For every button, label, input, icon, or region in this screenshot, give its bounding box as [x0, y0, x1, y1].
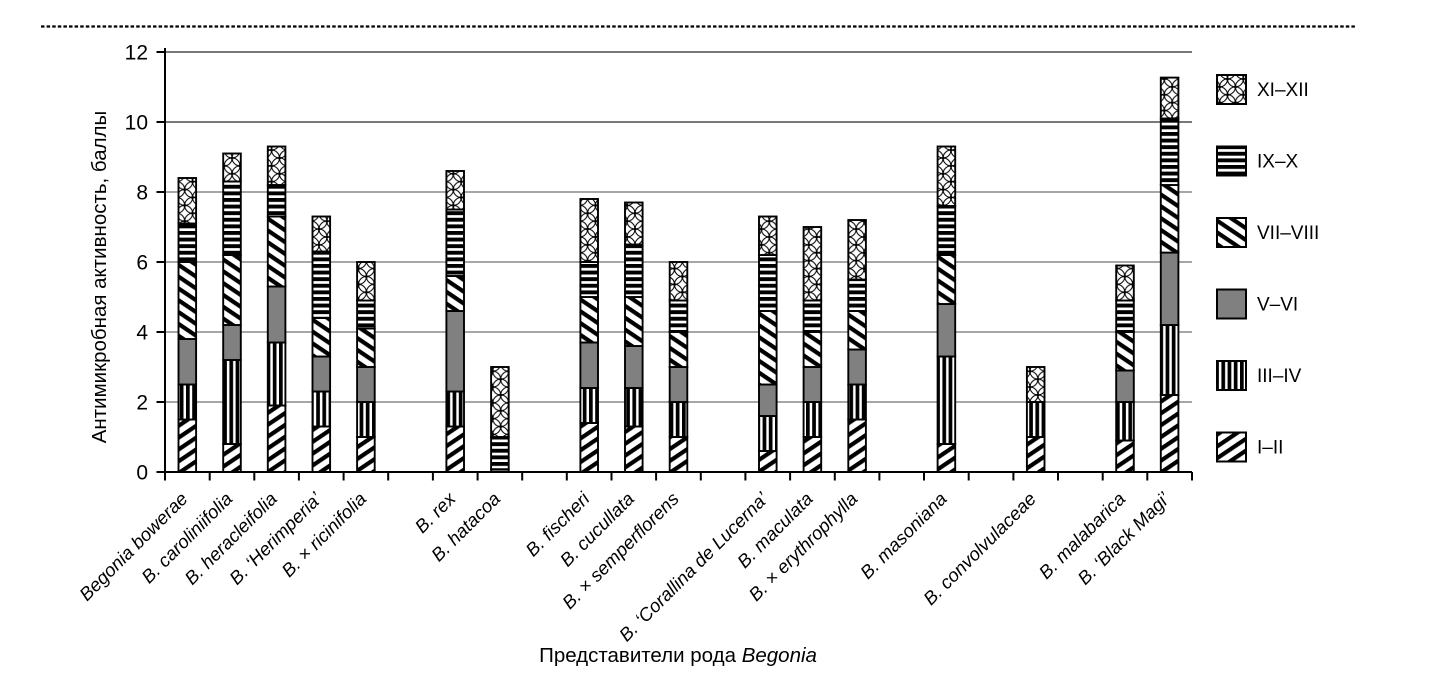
svg-text:4: 4 [136, 322, 148, 345]
svg-text:12: 12 [125, 42, 148, 65]
svg-text:6: 6 [136, 252, 148, 275]
svg-text:8: 8 [136, 182, 148, 205]
svg-text:10: 10 [125, 112, 148, 135]
svg-text:I–II: I–II [1257, 438, 1283, 459]
svg-text:VII–VIII: VII–VIII [1257, 223, 1319, 244]
svg-text:2: 2 [136, 392, 148, 415]
svg-text:0: 0 [136, 462, 148, 485]
svg-text:Антимикробная активность, балл: Антимикробная активность, баллы [88, 111, 111, 444]
svg-text:XI–XII: XI–XII [1257, 80, 1309, 101]
svg-text:Представители рода Begonia: Представители рода Begonia [539, 644, 817, 667]
svg-text:V–VI: V–VI [1257, 295, 1298, 316]
svg-text:IX–X: IX–X [1257, 152, 1299, 173]
svg-text:III–IV: III–IV [1257, 366, 1302, 387]
